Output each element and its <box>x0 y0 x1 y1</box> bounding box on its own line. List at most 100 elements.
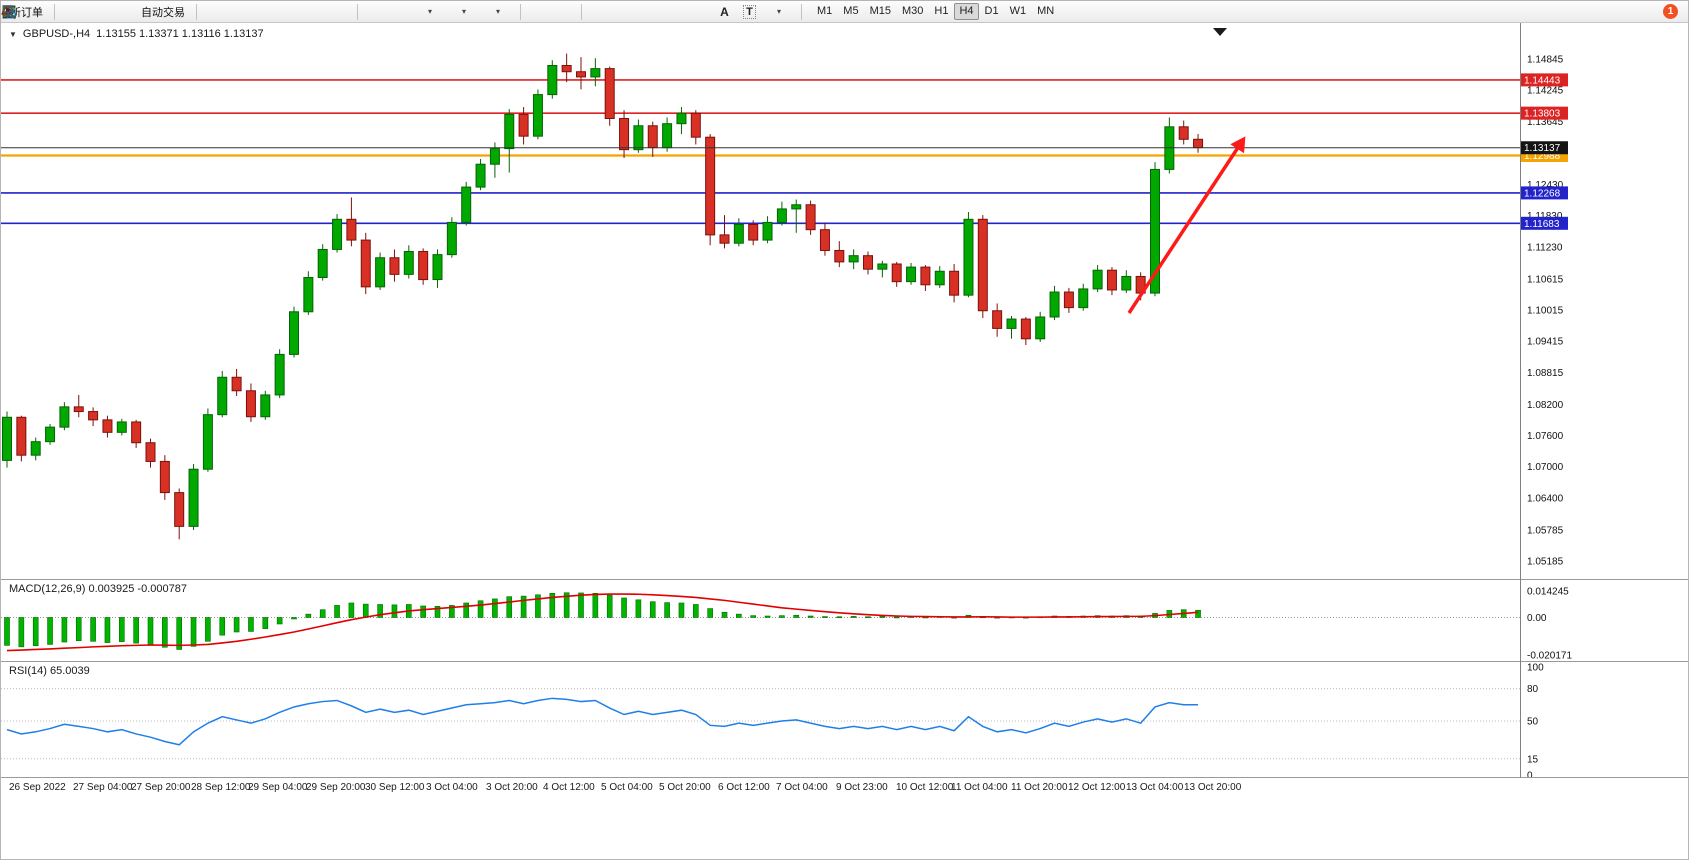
candle-body <box>1020 318 1031 340</box>
candle-body <box>992 310 1003 329</box>
symbol-dropdown-icon[interactable]: ▼ <box>9 29 17 39</box>
time-label: 5 Oct 04:00 <box>601 782 653 793</box>
candle-body <box>1078 288 1089 309</box>
trend-arrow-head[interactable] <box>1230 136 1246 154</box>
horizontal-line-tool-button[interactable] <box>3 1 636 22</box>
time-label: 26 Sep 2022 <box>9 782 66 793</box>
timeframe-button-m5[interactable]: M5 <box>843 5 859 17</box>
price-scale-label: 1.14845 <box>1527 55 1564 66</box>
shapes-dropdown-button[interactable]: ▾ <box>1 1 795 22</box>
rsi-scale-label: 15 <box>1527 754 1539 765</box>
macd-bar <box>119 617 125 642</box>
timeframe-button-h1[interactable]: H1 <box>934 5 949 17</box>
macd-scale-label: -0.020171 <box>1527 651 1572 662</box>
panel-separator[interactable] <box>1 579 1688 580</box>
macd-bar <box>721 611 728 618</box>
trendline-tool-button[interactable] <box>3 1 661 22</box>
dropdown-caret-icon: ▾ <box>461 6 466 16</box>
macd-bar <box>893 616 900 619</box>
candle-body <box>403 251 414 275</box>
candle-body <box>360 239 371 288</box>
macd-bar <box>334 605 340 618</box>
tile-windows-button[interactable] <box>2 1 351 22</box>
candle-body <box>834 249 845 263</box>
candle-body <box>489 148 500 165</box>
megaphone-button[interactable] <box>2 1 84 22</box>
search-icon[interactable] <box>1 4 17 20</box>
timeframe-button-h4[interactable]: H4 <box>954 3 979 20</box>
price-scale-label: 1.11830 <box>1527 211 1563 222</box>
zoom-out-button[interactable] <box>2 1 326 22</box>
line-chart-button[interactable] <box>2 1 276 22</box>
candle-body <box>418 251 429 281</box>
macd-bar <box>233 617 240 633</box>
time-label: 13 Oct 20:00 <box>1184 782 1242 793</box>
macd-panel-canvas[interactable]: 0.014245 0.00 -0.020171 <box>1 580 1689 661</box>
autotrading-button[interactable]: 自动交易 <box>4 1 190 22</box>
price-chart-canvas[interactable]: 1.14845 1.14245 1.13645 1.12430 1.11830 1.112… <box>1 23 1689 579</box>
timeframe-button-m30[interactable]: M30 <box>901 5 924 17</box>
candle-body <box>1049 291 1060 318</box>
panel-separator[interactable] <box>1 661 1688 662</box>
new-chart-button[interactable]: ▾ <box>4 1 446 22</box>
text-tool-icon: A <box>720 4 729 19</box>
documents-button[interactable] <box>3 1 109 22</box>
candle-body <box>389 257 400 275</box>
fibonacci-tool-button[interactable] <box>3 1 711 22</box>
candle-body <box>619 117 630 151</box>
macd-bar <box>707 608 713 618</box>
macd-bar <box>362 603 369 618</box>
templates-button[interactable]: ▾ <box>2 1 514 22</box>
candle-body <box>662 123 673 149</box>
time-label: 3 Oct 04:00 <box>426 782 478 793</box>
candle-body <box>2 416 12 461</box>
candle-body <box>432 254 443 281</box>
candle-body <box>547 64 558 96</box>
candle-body <box>202 414 213 470</box>
vertical-line-tool-button[interactable] <box>8 1 611 22</box>
cursor-button[interactable] <box>6 1 550 22</box>
zoom-in-button[interactable] <box>2 1 301 22</box>
time-label: 3 Oct 20:00 <box>486 782 538 793</box>
macd-bar <box>176 617 182 650</box>
macd-bar <box>692 604 699 618</box>
timeframe-button-m15[interactable]: M15 <box>869 5 891 17</box>
chart-shift-button[interactable] <box>2 1 412 22</box>
candle-body <box>791 204 802 210</box>
timeframe-button-d1[interactable]: D1 <box>984 5 999 17</box>
time-label: 4 Oct 12:00 <box>543 782 595 793</box>
crosshair-button[interactable] <box>3 1 575 22</box>
time-axis[interactable]: 26 Sep 2022 27 Sep 04:00 27 Sep 20:00 28 Se… <box>1 778 1688 801</box>
toolbar-separator <box>54 3 55 20</box>
headset-button[interactable] <box>3 1 134 22</box>
candle-body <box>863 255 873 270</box>
svg-text:1.14443: 1.14443 <box>1524 75 1561 86</box>
label-tool-button[interactable]: T <box>738 1 761 22</box>
timeframe-button-mn[interactable]: MN <box>1037 5 1055 17</box>
chart-shift-marker[interactable] <box>1213 28 1227 36</box>
candle-body <box>1035 316 1046 340</box>
macd-bar <box>32 617 39 647</box>
profiles-button[interactable]: ▾ <box>2 1 480 22</box>
macd-bar <box>348 602 355 618</box>
price-scale-label: 1.14245 <box>1527 86 1564 97</box>
support-line-1-tag: 1.12268 <box>1521 186 1568 200</box>
rsi-scale-label: 80 <box>1527 684 1539 695</box>
candle-body <box>977 218 988 312</box>
text-tool-button[interactable]: A <box>713 1 736 22</box>
timeframe-button-w1[interactable]: W1 <box>1009 5 1027 17</box>
trend-arrow[interactable] <box>1127 142 1243 314</box>
channel-tool-button[interactable] <box>2 1 686 22</box>
macd-bar <box>133 617 139 644</box>
timeframe-button-m1[interactable]: M1 <box>817 5 833 17</box>
rsi-panel-canvas[interactable]: 100 80 50 15 0 <box>1 662 1689 777</box>
panel-separator <box>1 777 1688 778</box>
rsi-scale-label: 50 <box>1527 717 1539 728</box>
time-label: 12 Oct 12:00 <box>1068 782 1126 793</box>
macd-histogram <box>4 592 1201 650</box>
candle-body <box>59 406 70 428</box>
candlestick-chart-button[interactable] <box>3 1 251 22</box>
notification-badge[interactable]: 1 <box>1663 4 1678 19</box>
bar-chart-button[interactable] <box>4 1 226 22</box>
auto-scroll-button[interactable] <box>3 1 387 22</box>
